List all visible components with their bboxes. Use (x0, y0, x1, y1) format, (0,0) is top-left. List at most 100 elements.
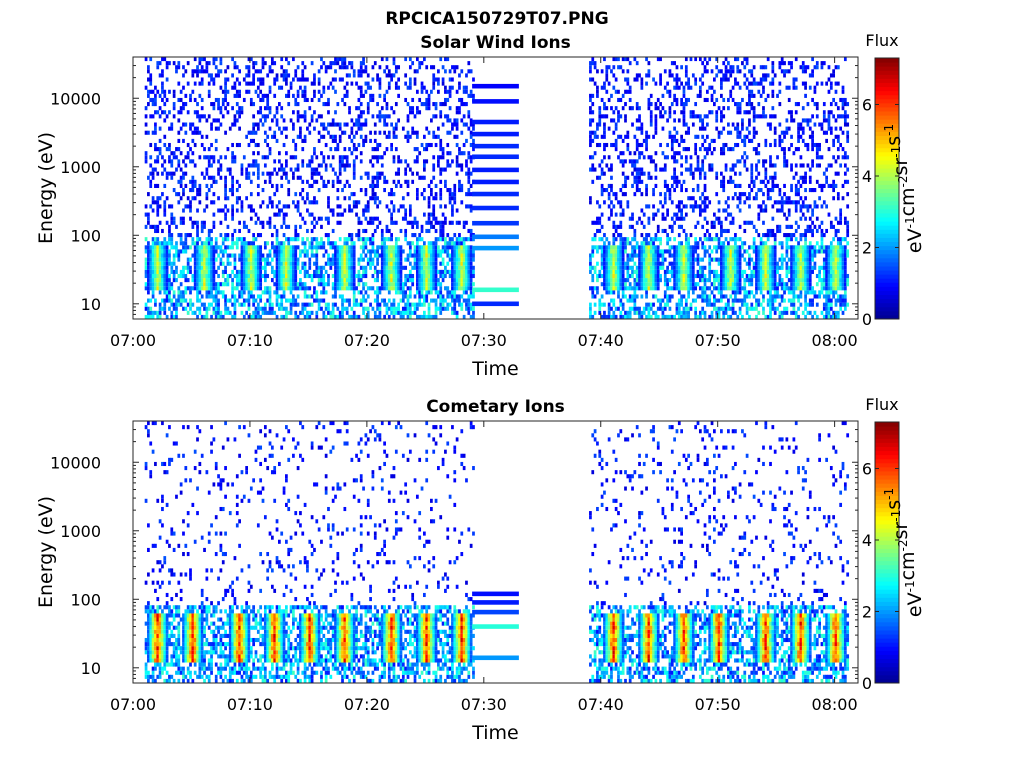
flux-cell (334, 302, 337, 307)
flux-cell (177, 294, 181, 299)
flux-cell (261, 200, 265, 205)
flux-cell (383, 114, 386, 119)
flux-cell (355, 302, 358, 307)
flux-cell (684, 257, 688, 262)
flux-cell (467, 61, 471, 66)
flux-cell (238, 196, 241, 201)
flux-cell (294, 273, 298, 279)
flux-cell (451, 204, 454, 209)
flux-cell (612, 253, 616, 258)
flux-cell (607, 216, 611, 221)
flux-cell (359, 257, 363, 262)
flux-cell (149, 155, 153, 160)
flux-cell (467, 310, 471, 315)
flux-cell (423, 294, 426, 299)
flux-cell (240, 278, 244, 283)
flux-cell (186, 204, 190, 209)
flux-cell (144, 302, 148, 307)
flux-cell (292, 249, 295, 254)
flux-cell (240, 294, 244, 299)
flux-cell (420, 85, 424, 90)
flux-cell (394, 69, 398, 74)
flux-cell (247, 69, 251, 74)
flux-cell (151, 171, 155, 176)
flux-cell (168, 253, 171, 258)
flux-cell (200, 224, 204, 229)
flux-cell (170, 261, 174, 266)
flux-cell (294, 310, 298, 315)
flux-cell (235, 282, 239, 287)
flux-cell (446, 245, 450, 250)
flux-cell (296, 286, 300, 291)
flux-cell (151, 130, 155, 135)
flux-cell (635, 118, 639, 123)
flux-cell (675, 265, 679, 270)
flux-cell (198, 57, 202, 62)
flux-cell (294, 265, 298, 270)
flux-cell (682, 278, 686, 283)
flux-cell (165, 196, 169, 201)
flux-cell (605, 286, 609, 291)
flux-cell (350, 273, 354, 279)
flux-cell (411, 61, 415, 66)
flux-cell (469, 265, 473, 270)
flux-cell (350, 306, 354, 311)
flux-cell (212, 245, 216, 250)
flux-cell (252, 102, 256, 107)
flux-cell (231, 57, 234, 62)
flux-cell (336, 188, 340, 193)
flux-cell (261, 273, 265, 279)
flux-cell (205, 290, 209, 295)
flux-cell (219, 310, 223, 315)
flux-cell (392, 245, 396, 250)
flux-cell (462, 269, 466, 274)
flux-cell (343, 102, 347, 107)
flux-cell (294, 282, 298, 287)
flux-cell (158, 249, 162, 254)
flux-cell (617, 65, 620, 70)
flux-cell (219, 233, 223, 238)
flux-cell (224, 69, 227, 74)
flux-cell (362, 294, 365, 299)
flux-cell (366, 314, 370, 319)
flux-cell (698, 265, 702, 270)
flux-cell (675, 85, 679, 90)
flux-cell (275, 278, 279, 283)
flux-cell (366, 249, 370, 254)
flux-cell (179, 183, 183, 188)
flux-cell (259, 253, 263, 258)
flux-cell (675, 130, 679, 135)
flux-cell (168, 171, 171, 176)
flux-cell (306, 179, 309, 184)
flux-cell (638, 114, 641, 119)
flux-cell (355, 122, 358, 127)
flux-cell (598, 114, 602, 119)
flux-cell (151, 200, 155, 205)
flux-cell (684, 102, 688, 107)
flux-cell (439, 294, 443, 299)
flux-cell (413, 294, 417, 299)
flux-cell (394, 257, 398, 262)
flux-cell (460, 273, 464, 279)
flux-cell (628, 241, 632, 246)
flux-cell (376, 269, 379, 274)
flux-cell (605, 249, 609, 254)
flux-cell (652, 286, 655, 291)
flux-cell (362, 298, 365, 303)
flux-cell (397, 286, 401, 291)
flux-cell (149, 81, 153, 86)
flux-cell (453, 233, 457, 238)
flux-cell (439, 167, 443, 172)
flux-cell (591, 278, 595, 283)
flux-cell (455, 294, 459, 299)
flux-cell (434, 241, 438, 246)
flux-cell (191, 130, 195, 135)
flux-cell (376, 253, 379, 258)
flux-cell (268, 261, 272, 266)
flux-cell (394, 290, 398, 295)
flux-cell (441, 77, 445, 82)
flux-cell (663, 314, 667, 319)
flux-cell (170, 126, 174, 131)
flux-cell (338, 269, 342, 274)
flux-cell (434, 257, 438, 262)
